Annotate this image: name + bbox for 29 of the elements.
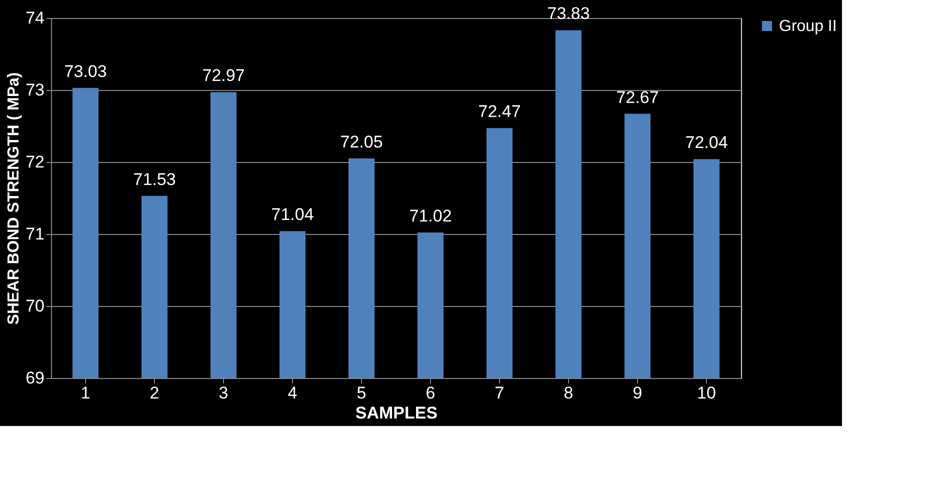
x-tick-label: 10	[697, 384, 716, 402]
x-tick-label: 8	[564, 384, 574, 402]
x-tick-label: 6	[426, 384, 436, 402]
data-label: 71.02	[409, 206, 452, 226]
y-tick-label: 69	[26, 368, 44, 388]
y-tick-label: 72	[26, 152, 44, 172]
x-tick-label: 5	[356, 384, 366, 402]
data-label: 72.97	[202, 66, 245, 86]
y-tick-label: 71	[26, 224, 44, 244]
y-tick-label: 74	[26, 8, 44, 28]
data-label: 72.04	[685, 133, 728, 152]
x-tick-label: 1	[80, 384, 90, 402]
y-axis-title: SHEAR BOND STRENGTH ( MPa)	[6, 72, 23, 325]
y-tick-label: 70	[26, 296, 44, 316]
x-tick-label: 7	[494, 384, 504, 402]
x-tick-label: 9	[632, 384, 642, 402]
x-tick-label: 2	[150, 384, 160, 402]
y-tick-label: 73	[26, 80, 44, 100]
x-axis-title: SAMPLES	[355, 404, 438, 422]
data-label: 72.47	[478, 102, 521, 122]
data-label: 72.05	[340, 132, 383, 152]
x-tick-label: 3	[218, 384, 228, 402]
data-label: 72.67	[616, 88, 659, 107]
data-label: 73.83	[547, 4, 590, 24]
legend-label: Group II	[779, 18, 837, 35]
data-label: 71.04	[271, 205, 314, 224]
data-label: 71.53	[133, 170, 176, 189]
x-tick-label: 4	[288, 384, 298, 402]
data-label: 73.03	[64, 62, 107, 81]
